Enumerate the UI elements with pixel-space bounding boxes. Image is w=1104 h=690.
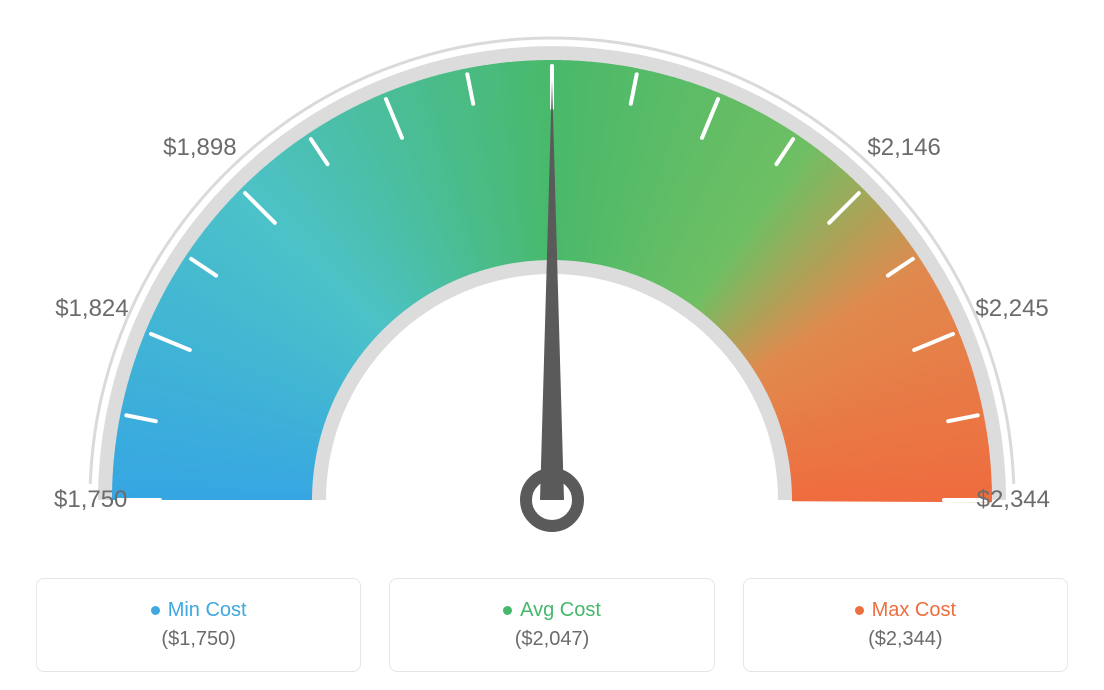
legend-row: Min Cost ($1,750) Avg Cost ($2,047) Max … xyxy=(0,578,1104,690)
legend-card-max: Max Cost ($2,344) xyxy=(743,578,1068,672)
gauge-tick-label: $2,047 xyxy=(515,0,588,2)
legend-label-max: Max Cost xyxy=(872,599,956,622)
gauge-svg xyxy=(0,0,1104,560)
legend-title-max: Max Cost xyxy=(855,599,956,622)
legend-label-avg: Avg Cost xyxy=(520,599,601,622)
gauge-tick-label: $2,146 xyxy=(867,134,940,162)
legend-title-avg: Avg Cost xyxy=(503,599,601,622)
legend-value-avg: ($2,047) xyxy=(515,628,590,651)
gauge-chart-container: $1,750 $1,824 $1,898 $2,047 $2,146 $2,245 $2,3… xyxy=(0,0,1104,690)
dot-icon xyxy=(855,606,864,615)
legend-label-min: Min Cost xyxy=(168,599,247,622)
legend-card-min: Min Cost ($1,750) xyxy=(36,578,361,672)
legend-title-min: Min Cost xyxy=(151,599,247,622)
legend-card-avg: Avg Cost ($2,047) xyxy=(389,578,714,672)
gauge-tick-label: $2,344 xyxy=(977,486,1050,514)
gauge-tick-label: $2,245 xyxy=(975,295,1048,323)
dot-icon xyxy=(503,606,512,615)
gauge-tick-label: $1,898 xyxy=(163,134,236,162)
legend-value-max: ($2,344) xyxy=(868,628,943,651)
legend-value-min: ($1,750) xyxy=(161,628,236,651)
gauge-tick-label: $1,824 xyxy=(55,295,128,323)
dot-icon xyxy=(151,606,160,615)
gauge-tick-label: $1,750 xyxy=(54,486,127,514)
gauge: $1,750 $1,824 $1,898 $2,047 $2,146 $2,245 $2,3… xyxy=(0,0,1104,560)
